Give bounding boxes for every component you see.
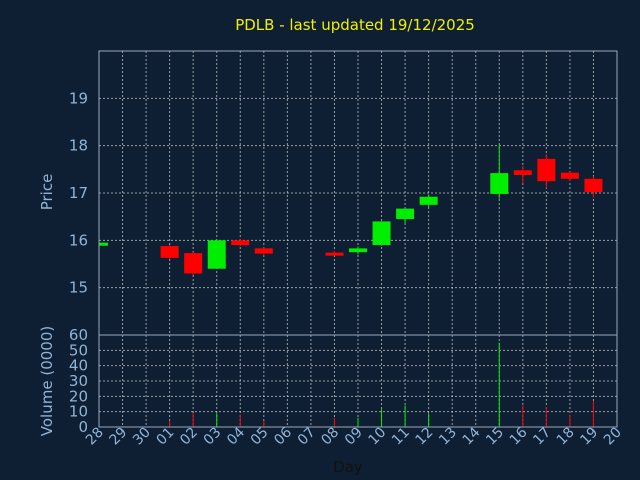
- price-tick-label: 18: [69, 137, 88, 155]
- candles: [98, 144, 603, 275]
- candle-body: [184, 253, 203, 274]
- candle-body: [325, 252, 344, 256]
- candle: [325, 250, 344, 256]
- candle-body: [207, 240, 226, 269]
- volume-tick-label: 40: [69, 357, 88, 375]
- candle-body: [419, 196, 438, 205]
- x-tick-label: 04: [224, 424, 248, 448]
- volume-tick-label: 20: [69, 387, 88, 405]
- candle: [396, 208, 415, 224]
- x-tick-label: 09: [342, 425, 366, 449]
- price-tick-label: 16: [69, 231, 88, 249]
- candle-body: [490, 173, 509, 194]
- price-tick-label: 17: [69, 184, 88, 202]
- x-axis-label: Day: [333, 458, 363, 476]
- candle: [231, 238, 250, 247]
- x-ticks: 28 29 30 01 02 03 04 05 06 07 08 09 10 11 12 13 14 15 16 17…: [83, 424, 625, 448]
- candle: [254, 247, 273, 256]
- candle: [160, 245, 179, 260]
- volume-bars: [98, 342, 594, 427]
- x-tick-label: 17: [530, 425, 554, 449]
- candle-body: [537, 158, 556, 182]
- x-tick-label: 10: [365, 425, 389, 449]
- price-axis-label: Price: [38, 174, 56, 211]
- volume-tick-label: 30: [69, 372, 88, 390]
- volume-tick-label: 50: [69, 341, 88, 359]
- volume-tick-label: 60: [69, 326, 88, 344]
- candle: [560, 171, 579, 182]
- candle-body: [231, 240, 250, 246]
- x-tick-label: 19: [577, 425, 601, 449]
- candle-body: [99, 242, 108, 246]
- x-tick-label: 16: [507, 424, 531, 448]
- chart-title: PDLB - last updated 19/12/2025: [235, 16, 475, 34]
- x-tick-label: 11: [389, 425, 413, 449]
- candle-body: [584, 178, 603, 193]
- volume-panel-frame: [98, 334, 618, 428]
- x-tick-label: 14: [460, 424, 484, 448]
- candle: [184, 252, 203, 275]
- candle: [419, 194, 438, 208]
- candle: [490, 144, 509, 199]
- x-tick-label: 06: [271, 424, 295, 448]
- x-tick-label: 30: [130, 425, 154, 449]
- candle: [98, 241, 108, 247]
- volume-tick-label: 0: [78, 418, 88, 436]
- x-tick-label: 20: [601, 425, 625, 449]
- x-tick-label: 03: [201, 425, 225, 449]
- candle-body: [396, 208, 415, 220]
- candle: [372, 221, 391, 246]
- candle-body: [254, 248, 273, 254]
- candle-body: [160, 246, 179, 258]
- volume-tick-label: 10: [69, 403, 88, 421]
- x-tick-label: 15: [483, 425, 507, 449]
- x-tick-label: 02: [177, 425, 201, 449]
- x-tick-label: 18: [554, 425, 578, 449]
- x-tick-label: 12: [413, 425, 437, 449]
- x-tick-label: 07: [295, 425, 319, 449]
- price-ticks: 15 16 17 18 19: [69, 89, 88, 296]
- candle: [207, 239, 226, 269]
- candle-body: [372, 221, 391, 246]
- candle: [584, 176, 603, 198]
- candle: [513, 166, 532, 184]
- x-tick-label: 05: [248, 425, 272, 449]
- candle-body: [513, 170, 532, 176]
- price-tick-label: 19: [69, 89, 88, 107]
- x-tick-label: 29: [106, 425, 130, 449]
- candle: [537, 154, 556, 189]
- price-grid: [99, 51, 617, 335]
- x-tick-label: 13: [436, 425, 460, 449]
- x-tick-label: 08: [318, 425, 342, 449]
- volume-grid: [99, 335, 617, 427]
- candle-body: [560, 172, 579, 179]
- volume-axis-label: Volume (0000): [38, 326, 56, 436]
- candle-body: [349, 248, 367, 253]
- price-tick-label: 15: [69, 279, 88, 297]
- candle: [349, 246, 367, 255]
- x-tick-label: 01: [154, 425, 178, 449]
